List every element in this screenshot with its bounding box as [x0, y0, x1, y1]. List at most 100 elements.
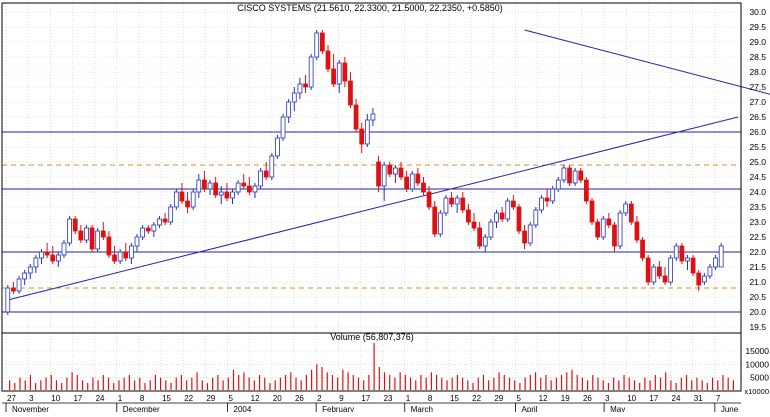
candle-body: [134, 236, 140, 247]
candle-body: [612, 224, 617, 247]
candle-body: [443, 197, 449, 214]
candle-body: [516, 206, 522, 232]
month-label: December: [123, 405, 160, 412]
candle-body: [16, 278, 22, 292]
price-tick-label: 25.5: [749, 142, 766, 152]
candle-body: [707, 266, 713, 277]
day-tick-label: 24: [96, 394, 105, 403]
candle-body: [527, 224, 533, 244]
candle-body: [129, 245, 134, 259]
candle-body: [162, 218, 168, 223]
candle-body: [39, 251, 44, 259]
price-tick-label: 21.0: [749, 277, 766, 287]
candle-body: [190, 191, 196, 208]
day-tick-label: 22: [184, 394, 193, 403]
candle-body: [522, 230, 527, 244]
day-tick-label: 17: [73, 394, 82, 403]
candles: [5, 30, 724, 315]
candle-body: [269, 155, 275, 178]
candle-body: [623, 203, 629, 214]
trend-lines: [7, 29, 770, 301]
candle-body: [561, 167, 567, 181]
candle-body: [701, 275, 707, 283]
candle-body: [78, 230, 84, 241]
candle-body: [22, 272, 28, 280]
candle-body: [628, 203, 634, 223]
candle-body: [11, 287, 16, 292]
candle-body: [499, 212, 505, 220]
month-label: November: [12, 405, 49, 412]
price-tick-label: 27.5: [749, 82, 766, 92]
day-tick-label: 29: [206, 394, 215, 403]
day-tick-label: 8: [140, 394, 145, 403]
month-label: June: [721, 405, 739, 412]
candle-body: [510, 200, 516, 208]
price-tick-label: 29.5: [749, 22, 766, 32]
price-tick-label: 21.5: [749, 262, 766, 272]
price-panel-frame: [1, 2, 742, 334]
price-tick-label: 25.0: [749, 157, 766, 167]
candle-body: [286, 101, 292, 118]
day-tick-label: 9: [339, 394, 344, 403]
candle-body: [555, 179, 561, 190]
candle-body: [179, 191, 185, 202]
candle-body: [471, 221, 477, 229]
candle-body: [421, 182, 426, 193]
volume-tick-label: 5000: [750, 373, 769, 383]
candle-body: [409, 173, 415, 190]
candle-body: [235, 182, 241, 193]
candle-body: [404, 176, 409, 190]
candle-body: [662, 275, 668, 283]
day-tick-label: 5: [516, 394, 521, 403]
day-tick-label: 26: [583, 394, 592, 403]
price-tick-label: 24.5: [749, 172, 766, 182]
candle-body: [213, 182, 219, 196]
candle-body: [168, 206, 174, 223]
volume-bars: [9, 343, 734, 390]
candle-body: [218, 191, 224, 196]
candle-body: [157, 218, 162, 226]
price-tick-label: 20.5: [749, 292, 766, 302]
candle-body: [651, 266, 657, 283]
day-tick-label: 15: [450, 394, 459, 403]
candle-body: [668, 257, 674, 283]
candle-body: [437, 212, 443, 235]
day-tick-label: 1: [118, 394, 123, 403]
candle-body: [173, 191, 179, 208]
candle-body: [589, 200, 595, 223]
day-tick-label: 19: [561, 394, 570, 403]
candle-body: [263, 170, 269, 178]
candle-body: [482, 236, 488, 247]
candle-body: [634, 221, 640, 241]
candle-body: [123, 251, 129, 259]
day-tick-label: 12: [539, 394, 548, 403]
candle-body: [477, 227, 483, 247]
day-tick-label: 24: [672, 394, 681, 403]
candle-body: [55, 254, 61, 262]
candle-body: [258, 170, 263, 187]
day-tick-label: 23: [384, 394, 393, 403]
candle-body: [196, 179, 202, 193]
price-tick-label: 22.5: [749, 232, 766, 242]
day-tick-label: 10: [627, 394, 636, 403]
candle-body: [112, 254, 117, 262]
candle-body: [679, 245, 685, 262]
candle-body: [207, 182, 213, 190]
candle-body: [353, 104, 359, 130]
volume-unit-label: x10000: [744, 387, 769, 396]
candle-body: [398, 167, 404, 178]
candle-body: [336, 62, 342, 85]
price-tick-label: 23.0: [749, 217, 766, 227]
day-tick-label: 15: [162, 394, 171, 403]
candle-body: [617, 212, 623, 247]
price-tick-label: 29.0: [749, 37, 766, 47]
candle-body: [246, 185, 252, 193]
candle-body: [303, 83, 308, 88]
candle-body: [657, 266, 662, 277]
candle-body: [606, 218, 612, 226]
candle-body: [50, 254, 56, 262]
chart-title: CISCO SYSTEMS (21.5610, 22.3300, 21.5000…: [237, 3, 502, 13]
candle-body: [325, 50, 331, 70]
candle-body: [202, 179, 207, 190]
candle-body: [645, 257, 651, 283]
